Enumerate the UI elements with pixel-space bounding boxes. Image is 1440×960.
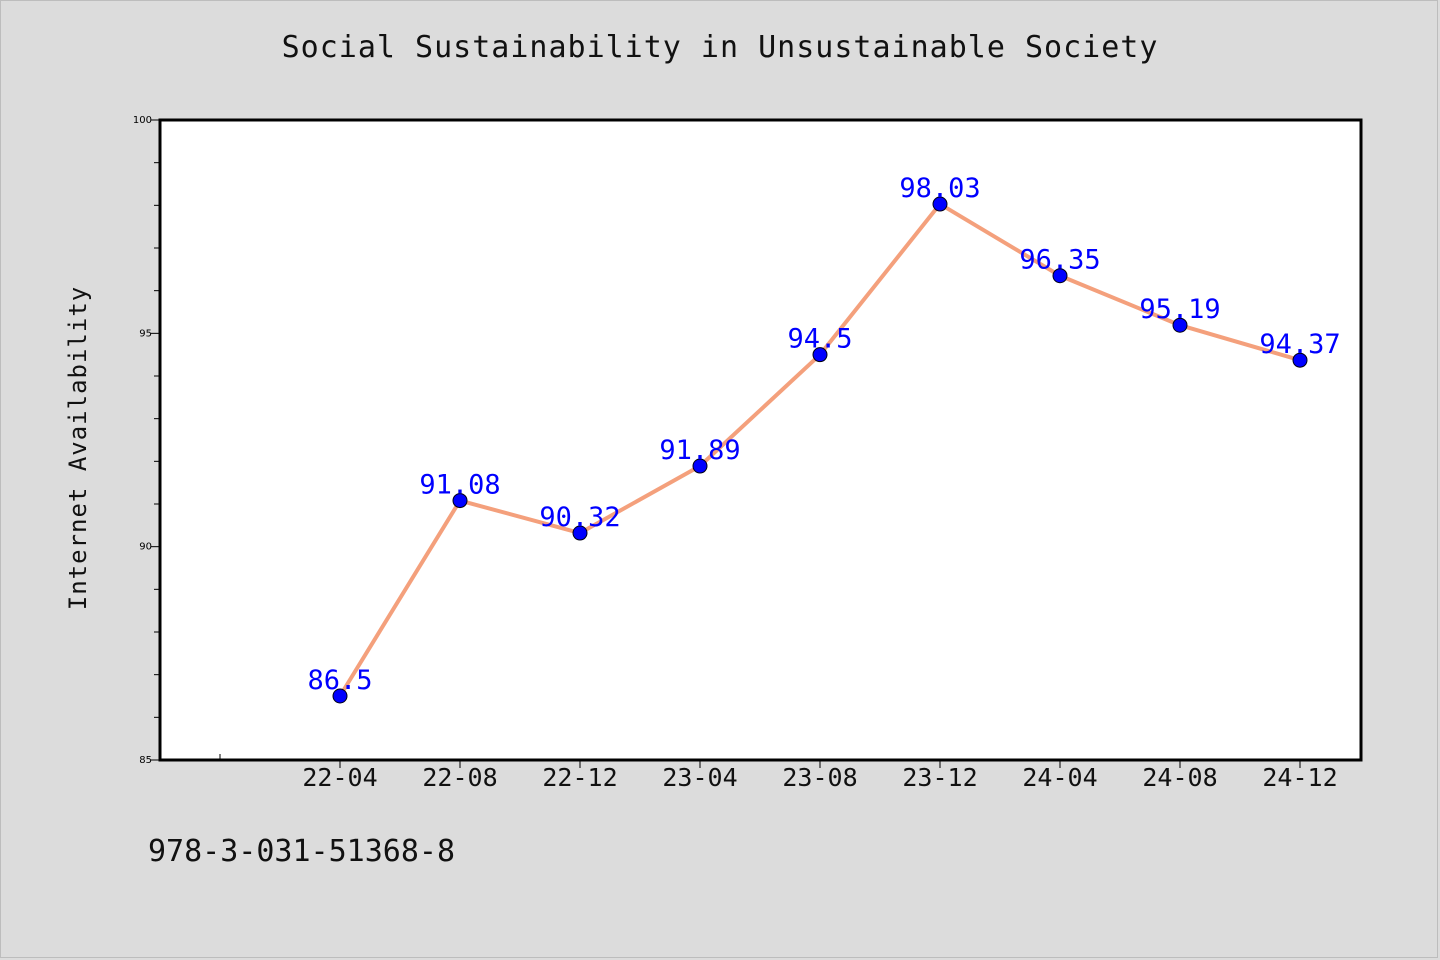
x-tick-label: 24-12 xyxy=(1262,763,1337,792)
data-point xyxy=(452,493,468,509)
chart-title: Social Sustainability in Unsustainable S… xyxy=(281,30,1159,65)
plot-area xyxy=(158,118,1363,762)
data-label: 95.19 xyxy=(1139,294,1220,325)
data-label: 96.35 xyxy=(1019,245,1100,276)
data-point xyxy=(1292,352,1308,368)
y-tick-label: 95 xyxy=(139,328,152,339)
isbn-text: 978-3-031-51368-8 xyxy=(148,834,456,869)
data-label: 86.5 xyxy=(307,665,372,696)
data-label: 98.03 xyxy=(899,173,980,204)
data-point xyxy=(1172,317,1188,333)
x-axis: 22-04 22-08 22-12 23-04 23-08 23-12 24-04 24-08… xyxy=(219,754,1338,792)
data-point xyxy=(692,458,708,474)
data-label: 90.32 xyxy=(539,502,620,533)
series-points-group xyxy=(332,196,1308,704)
data-label: 94.5 xyxy=(787,324,852,355)
data-point xyxy=(572,525,588,541)
x-tick-label: 24-04 xyxy=(1022,763,1097,792)
x-tick-label: 22-08 xyxy=(422,763,497,792)
data-label: 91.89 xyxy=(659,435,740,466)
data-point xyxy=(812,347,828,363)
data-labels-group: 86.5 91.08 90.32 91.89 94.5 98.03 96.35 95.19 94… xyxy=(307,173,1340,696)
data-label: 94.37 xyxy=(1259,329,1340,360)
x-tick-label: 23-12 xyxy=(902,763,977,792)
data-label: 91.08 xyxy=(419,470,500,501)
y-tick-label: 90 xyxy=(139,542,152,553)
y-axis: 85 90 95 100 xyxy=(133,115,160,766)
y-tick-label: 85 xyxy=(139,755,152,766)
data-point xyxy=(1052,268,1068,284)
y-tick-label: 100 xyxy=(133,115,152,126)
x-tick-label: 23-08 xyxy=(782,763,857,792)
x-tick-label: 22-04 xyxy=(302,763,377,792)
x-tick-label: 23-04 xyxy=(662,763,737,792)
x-tick-label: 24-08 xyxy=(1142,763,1217,792)
data-point xyxy=(932,196,948,212)
x-tick-label: 22-12 xyxy=(542,763,617,792)
y-axis-label: Internet Availability xyxy=(64,286,92,610)
data-point xyxy=(332,688,348,704)
